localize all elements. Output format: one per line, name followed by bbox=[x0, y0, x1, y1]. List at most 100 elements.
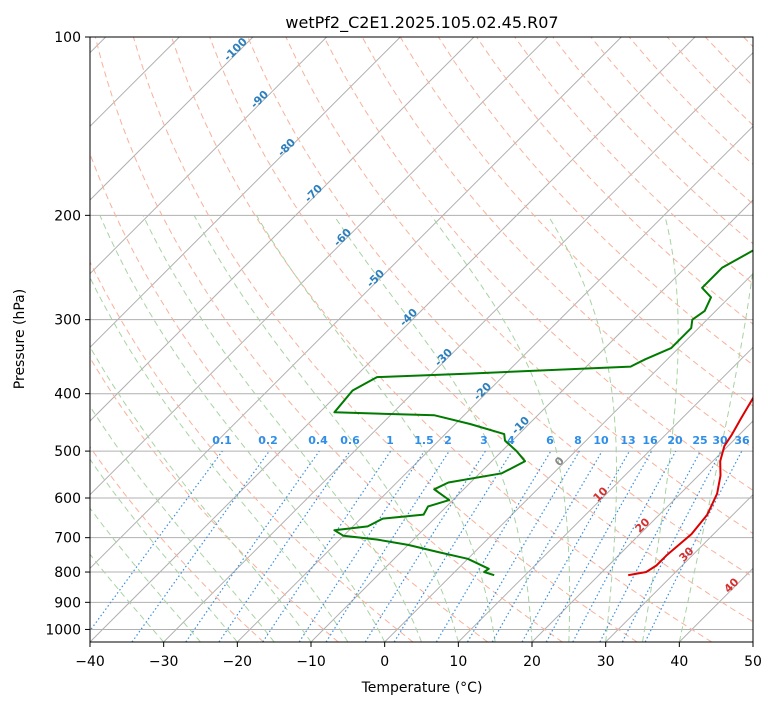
x-tick-label: 50 bbox=[744, 654, 762, 670]
mixing-ratio-label: 25 bbox=[692, 434, 707, 447]
isotherm-label: -80 bbox=[275, 136, 298, 159]
x-axis: −40 −30 −20 −10 0 10 20 30 40 50 bbox=[75, 642, 762, 670]
isotherm-label: -50 bbox=[364, 267, 387, 290]
isotherm-line bbox=[90, 37, 475, 422]
profiles bbox=[333, 249, 753, 577]
mixing-ratio-label: 13 bbox=[620, 434, 635, 447]
mixing-ratio-line bbox=[393, 450, 513, 642]
mixing-ratio-label: 0.4 bbox=[308, 434, 328, 447]
mixing-ratio-label: 1 bbox=[386, 434, 394, 447]
isotherm-line bbox=[90, 37, 401, 349]
y-tick-label: 600 bbox=[54, 491, 81, 507]
dry-adiabat bbox=[132, 37, 638, 642]
isotherm-label: -20 bbox=[471, 380, 494, 403]
isotherm-line bbox=[310, 199, 753, 642]
isotherm-label: 20 bbox=[633, 515, 653, 535]
x-tick-label: −40 bbox=[75, 654, 105, 670]
y-tick-label: 300 bbox=[54, 313, 81, 329]
mixing-ratio-label: 8 bbox=[574, 434, 582, 447]
x-axis-label: Temperature (°C) bbox=[361, 680, 483, 696]
y-tick-label: 700 bbox=[54, 531, 81, 547]
moist-adiabat bbox=[678, 265, 753, 642]
dry-adiabat bbox=[514, 37, 753, 285]
moist-adiabat bbox=[90, 553, 165, 642]
isotherm-line bbox=[384, 272, 753, 642]
mixing-ratio-label: 30 bbox=[712, 434, 728, 447]
isotherm-line bbox=[531, 420, 753, 642]
isotherm-line bbox=[90, 37, 622, 570]
mixing-ratio-line bbox=[644, 450, 743, 642]
background-lines bbox=[90, 37, 753, 642]
mixing-ratio-label: 6 bbox=[546, 434, 554, 447]
x-tick-label: −30 bbox=[149, 654, 179, 670]
isotherm-label: 30 bbox=[677, 544, 697, 564]
x-tick-label: 30 bbox=[597, 654, 615, 670]
mixing-ratio-line bbox=[298, 450, 425, 642]
isotherm-line bbox=[163, 51, 753, 642]
mixing-ratio-line bbox=[218, 450, 351, 642]
mixing-ratio-label: 20 bbox=[667, 434, 683, 447]
isotherm-label: -100 bbox=[221, 35, 250, 64]
mixing-ratio-label: 36 bbox=[734, 434, 750, 447]
isotherm-label: -90 bbox=[248, 88, 271, 111]
dry-adiabat bbox=[743, 37, 753, 48]
mixing-ratio-line bbox=[131, 450, 270, 642]
moist-adiabat bbox=[99, 215, 386, 642]
line-labels: 0.1 0.2 0.4 0.6 1 1.5 2 3 4 6 8 10 13 16 20 25 30 36 -100 -… bbox=[212, 35, 750, 596]
mixing-ratio-line bbox=[185, 450, 320, 642]
mixing-ratio-label: 0.6 bbox=[340, 434, 360, 447]
moist-adiabat bbox=[90, 507, 201, 642]
y-tick-label: 1000 bbox=[45, 622, 81, 638]
dry-adiabat bbox=[704, 37, 753, 87]
dry-adiabat bbox=[437, 37, 753, 366]
moist-adiabat bbox=[90, 345, 312, 642]
dry-adiabat bbox=[552, 37, 753, 245]
isotherm-label: 40 bbox=[722, 575, 742, 595]
y-axis-label: Pressure (hPa) bbox=[12, 289, 28, 389]
chart-title: wetPf2_C2E1.2025.105.02.45.R07 bbox=[285, 13, 558, 33]
y-tick-label: 800 bbox=[54, 565, 81, 581]
y-axis: 1000 900 800 700 600 500 400 300 200 100 bbox=[45, 30, 90, 638]
isotherm-line bbox=[90, 37, 696, 642]
isotherm-line bbox=[90, 37, 254, 201]
isotherm-line bbox=[90, 37, 328, 275]
moist-adiabat bbox=[142, 215, 422, 642]
dry-adiabat bbox=[90, 356, 339, 642]
mixing-ratio-line bbox=[521, 450, 631, 642]
mixing-ratio-line bbox=[466, 450, 580, 642]
x-tick-label: −10 bbox=[296, 654, 326, 670]
moist-adiabat bbox=[193, 215, 459, 642]
moist-adiabat bbox=[90, 405, 275, 642]
mixing-ratio-label: 16 bbox=[642, 434, 658, 447]
mixing-ratio-label: 0.1 bbox=[212, 434, 232, 447]
dry-adiabat bbox=[90, 260, 414, 642]
mixing-ratio-label: 1.5 bbox=[414, 434, 434, 447]
moist-adiabat bbox=[333, 215, 533, 642]
dry-adiabat bbox=[323, 37, 753, 491]
dry-adiabat bbox=[90, 446, 264, 642]
y-tick-label: 500 bbox=[54, 444, 81, 460]
dry-adiabat bbox=[285, 37, 753, 535]
isotherm-line bbox=[752, 641, 753, 642]
mixing-ratio-line bbox=[545, 450, 653, 642]
isotherm-label: -40 bbox=[397, 306, 420, 329]
mixing-ratio-label: 4 bbox=[507, 434, 515, 447]
dry-adiabat bbox=[94, 37, 563, 642]
dry-adiabat bbox=[247, 37, 753, 578]
mixing-ratio-line bbox=[90, 450, 223, 632]
dry-adiabat bbox=[171, 37, 712, 642]
x-tick-label: 10 bbox=[449, 654, 467, 670]
isotherm-line bbox=[236, 125, 753, 642]
isotherm-line bbox=[605, 493, 753, 642]
dry-adiabat bbox=[476, 37, 753, 325]
mixing-ratio-line bbox=[435, 450, 552, 642]
y-tick-label: 100 bbox=[54, 30, 81, 46]
mixing-ratio-label: 10 bbox=[593, 434, 609, 447]
mixing-ratio-line bbox=[572, 450, 677, 642]
mixing-ratio-label: 2 bbox=[444, 434, 452, 447]
temperature-profile bbox=[628, 396, 753, 577]
isotherm-label: -70 bbox=[302, 182, 325, 205]
isotherm-label: 10 bbox=[591, 484, 611, 504]
moist-adiabat bbox=[90, 458, 238, 642]
mixing-ratio-label: 0.2 bbox=[258, 434, 278, 447]
